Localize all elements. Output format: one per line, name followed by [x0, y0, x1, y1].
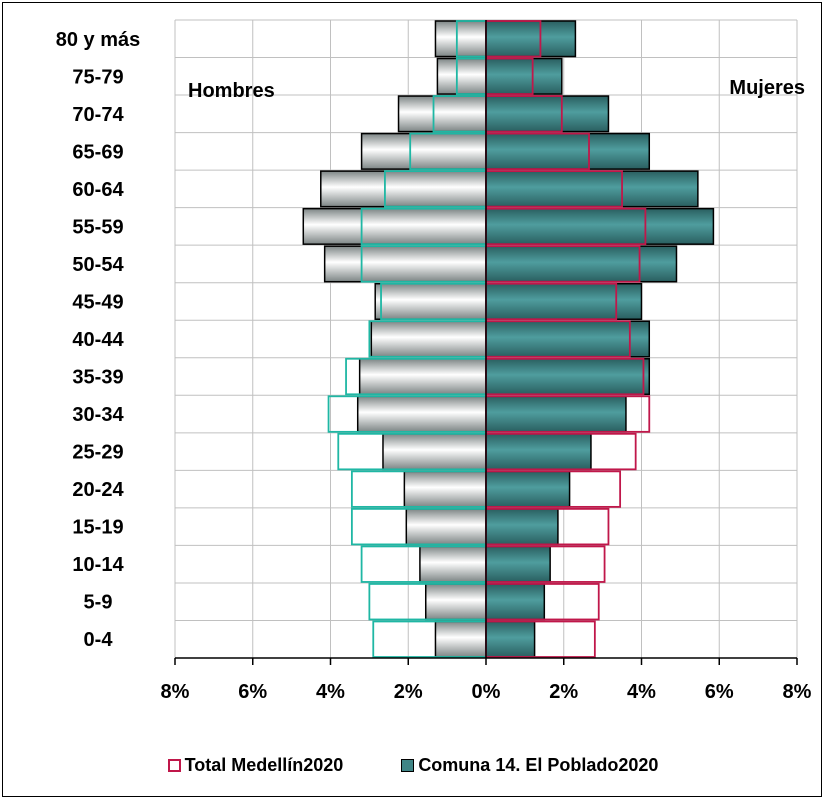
- bar-comuna-hombres: [403, 470, 487, 508]
- legend-item-total: Total Medellín2020: [167, 753, 344, 777]
- bar-comuna-mujeres: [485, 620, 536, 658]
- x-tick-label: 0%: [472, 681, 501, 703]
- bar-comuna-hombres: [397, 95, 487, 133]
- bar-comuna-mujeres: [485, 545, 551, 583]
- category-label: 75-79: [72, 66, 123, 88]
- category-label: 65-69: [72, 141, 123, 163]
- bar-comuna-hombres: [374, 282, 487, 320]
- category-label: 20-24: [72, 479, 124, 501]
- bar-comuna-hombres: [424, 583, 487, 621]
- bar-comuna-hombres: [320, 170, 487, 208]
- bar-comuna-mujeres: [485, 320, 651, 358]
- x-tick-label: 2%: [394, 681, 423, 703]
- category-label: 60-64: [72, 179, 124, 201]
- category-label: 15-19: [72, 517, 123, 539]
- category-label: 50-54: [72, 254, 124, 276]
- category-label: 80 y más: [56, 29, 141, 51]
- category-label: 70-74: [72, 104, 124, 126]
- bar-comuna-hombres: [382, 433, 487, 471]
- label-hombres: Hombres: [188, 80, 275, 102]
- bar-comuna-hombres: [323, 245, 487, 283]
- bar-comuna-hombres: [358, 358, 487, 396]
- bar-comuna-mujeres: [485, 207, 715, 245]
- category-label: 40-44: [72, 329, 124, 351]
- bar-comuna-hombres: [302, 207, 487, 245]
- bar-comuna-hombres: [419, 545, 487, 583]
- x-tick-label: 2%: [549, 681, 578, 703]
- category-label: 30-34: [72, 404, 124, 426]
- category-label: 55-59: [72, 216, 123, 238]
- x-tick-label: 4%: [627, 681, 656, 703]
- x-tick-label: 8%: [161, 681, 190, 703]
- legend-label-comuna: Comuna 14. El Poblado2020: [418, 754, 659, 775]
- bar-comuna-hombres: [434, 620, 487, 658]
- bar-comuna-mujeres: [485, 132, 651, 170]
- category-label: 45-49: [72, 291, 123, 313]
- category-label: 0-4: [84, 629, 114, 651]
- x-tick-label: 4%: [316, 681, 345, 703]
- x-tick-label: 8%: [783, 681, 812, 703]
- chart-legend: Total Medellín2020 Comuna 14. El Poblado…: [0, 753, 826, 777]
- bar-comuna-mujeres: [485, 170, 699, 208]
- bar-comuna-mujeres: [485, 433, 592, 471]
- category-label: 5-9: [84, 592, 113, 614]
- category-label: 25-29: [72, 442, 123, 464]
- legend-label-total: Total Medellín2020: [184, 754, 344, 775]
- bar-comuna-hombres: [436, 57, 487, 95]
- x-tick-label: 6%: [238, 681, 267, 703]
- bar-comuna-hombres: [370, 320, 487, 358]
- bar-comuna-mujeres: [485, 95, 610, 133]
- bar-comuna-mujeres: [485, 245, 678, 283]
- bar-comuna-hombres: [360, 132, 487, 170]
- bar-comuna-mujeres: [485, 57, 563, 95]
- legend-item-comuna: Comuna 14. El Poblado2020: [401, 753, 658, 777]
- bar-comuna-mujeres: [485, 20, 577, 58]
- bar-comuna-mujeres: [485, 508, 559, 546]
- bar-comuna-hombres: [434, 20, 487, 58]
- legend-swatch-total: [167, 758, 181, 772]
- bar-comuna-mujeres: [485, 470, 571, 508]
- legend-swatch-comuna: [401, 758, 415, 772]
- category-label: 35-39: [72, 367, 123, 389]
- bar-comuna-hombres: [356, 395, 487, 433]
- x-tick-label: 6%: [705, 681, 734, 703]
- bar-comuna-hombres: [405, 508, 487, 546]
- bar-comuna-mujeres: [485, 358, 651, 396]
- bar-comuna-mujeres: [485, 282, 643, 320]
- label-mujeres: Mujeres: [729, 77, 805, 99]
- category-label: 10-14: [72, 554, 124, 576]
- bar-comuna-mujeres: [485, 395, 627, 433]
- bar-comuna-mujeres: [485, 583, 546, 621]
